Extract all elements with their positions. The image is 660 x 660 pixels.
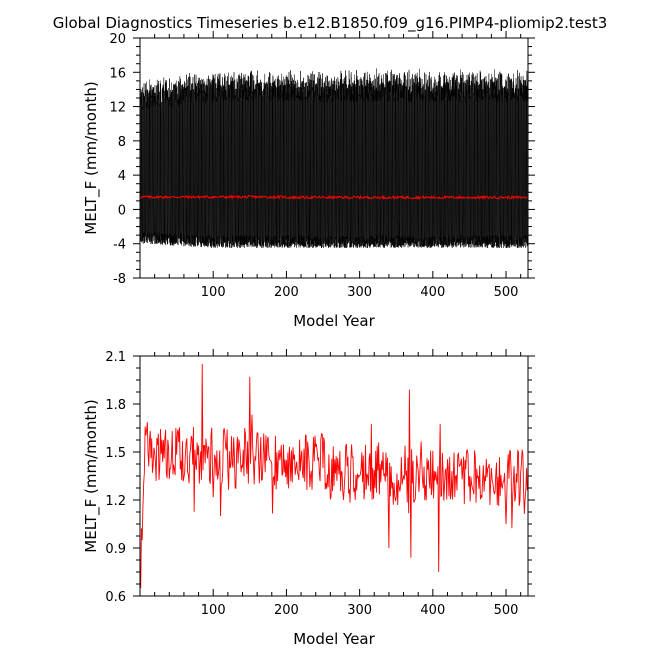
top-y-tick-labels: -8 -4 0 4 8 12 16 20 <box>109 32 126 287</box>
x-tick-label: 300 <box>347 603 372 618</box>
x-tick-label: 500 <box>494 603 519 618</box>
y-tick-label: 1.5 <box>105 446 126 461</box>
figure-title: Global Diagnostics Timeseries b.e12.B185… <box>53 14 608 33</box>
monthly-line <box>139 68 529 249</box>
bottom-x-tick-labels: 100 200 300 400 500 <box>201 603 519 618</box>
top-tick-marks <box>133 31 535 279</box>
bottom-panel: 100 200 300 400 500 0.6 0.9 1.2 1.5 1.8 2.1 Model… <box>82 349 535 648</box>
y-tick-label: 4 <box>118 169 126 184</box>
top-x-tick-labels: 100 200 300 400 500 <box>201 285 519 300</box>
x-tick-label: 200 <box>274 285 299 300</box>
top-x-axis-label: Model Year <box>293 312 375 330</box>
y-tick-label: 0 <box>118 203 126 218</box>
top-annual-mean-series <box>139 194 529 201</box>
annual-mean-line <box>140 363 529 589</box>
top-y-axis-label: MELT_F (mm/month) <box>82 81 101 234</box>
y-tick-label: 20 <box>109 32 126 47</box>
annual-mean-line <box>139 194 529 201</box>
x-tick-label: 400 <box>420 603 445 618</box>
top-panel: 100 200 300 400 500 -8 -4 0 4 8 12 16 20 Model Year… <box>82 31 535 330</box>
bottom-annual-mean-series <box>140 363 529 589</box>
bottom-y-tick-labels: 0.6 0.9 1.2 1.5 1.8 2.1 <box>105 350 126 605</box>
bottom-y-axis-label: MELT_F (mm/month) <box>82 399 101 552</box>
y-tick-label: 0.9 <box>105 542 126 557</box>
y-tick-label: -8 <box>113 272 126 287</box>
x-tick-label: 100 <box>201 285 226 300</box>
bottom-tick-marks <box>133 349 535 597</box>
y-tick-label: 2.1 <box>105 350 126 365</box>
bottom-x-axis-label: Model Year <box>293 630 375 648</box>
y-tick-label: 8 <box>118 135 126 150</box>
x-tick-label: 300 <box>347 285 372 300</box>
y-tick-label: 1.2 <box>105 494 126 509</box>
y-tick-label: 16 <box>109 66 126 81</box>
y-tick-label: -4 <box>113 238 126 253</box>
y-tick-label: 0.6 <box>105 590 126 605</box>
y-tick-label: 1.8 <box>105 398 126 413</box>
y-tick-label: 12 <box>109 101 126 116</box>
x-tick-label: 100 <box>201 603 226 618</box>
x-tick-label: 500 <box>494 285 519 300</box>
top-monthly-series <box>139 68 529 249</box>
x-tick-label: 400 <box>420 285 445 300</box>
x-tick-label: 200 <box>274 603 299 618</box>
